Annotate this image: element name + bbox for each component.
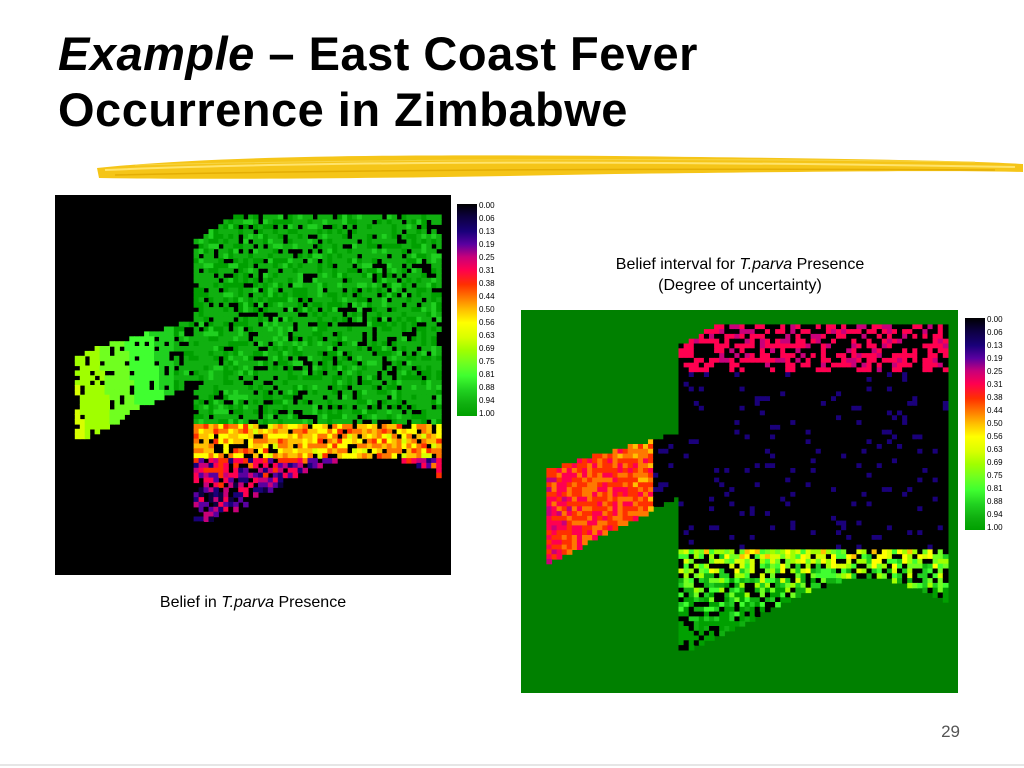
slide-title: Example – East Coast Fever Occurrence in… bbox=[58, 26, 958, 138]
caption1-post: Presence bbox=[274, 594, 347, 611]
legend-label: 0.25 bbox=[987, 367, 1003, 376]
title-italic: Example bbox=[58, 27, 255, 80]
title-line2: Occurrence in Zimbabwe bbox=[58, 83, 628, 136]
legend-label: 1.00 bbox=[479, 409, 495, 418]
legend-color-bar bbox=[965, 318, 985, 530]
uncertainty-map bbox=[521, 310, 958, 693]
legend-label: 0.69 bbox=[479, 344, 495, 353]
legend-label: 0.13 bbox=[479, 227, 495, 236]
legend-label: 0.88 bbox=[479, 383, 495, 392]
map-raster bbox=[74, 214, 442, 527]
legend-label: 0.19 bbox=[987, 354, 1003, 363]
belief-map bbox=[55, 195, 451, 575]
legend-label: 0.63 bbox=[479, 331, 495, 340]
legend-label: 0.13 bbox=[987, 341, 1003, 350]
title-underline bbox=[97, 155, 1023, 179]
legend-label: 0.38 bbox=[987, 393, 1003, 402]
page-number: 29 bbox=[941, 722, 960, 741]
legend-label: 0.50 bbox=[987, 419, 1003, 428]
footer-divider bbox=[0, 764, 1024, 766]
legend-label: 0.81 bbox=[987, 484, 1003, 493]
caption1-pre: Belief in bbox=[159, 594, 222, 611]
caption2-line2: (Degree of uncertainty) bbox=[658, 277, 822, 294]
uncertainty-map-caption: Belief interval for T.parva Presence (De… bbox=[560, 254, 920, 296]
legend-label: 0.19 bbox=[479, 240, 495, 249]
map-raster bbox=[546, 324, 949, 651]
legend-label: 0.56 bbox=[479, 318, 495, 327]
legend-label: 0.25 bbox=[479, 253, 495, 262]
legend-label: 0.75 bbox=[987, 471, 1003, 480]
legend-label: 0.31 bbox=[987, 380, 1003, 389]
legend-label: 0.44 bbox=[479, 292, 495, 301]
legend-label: 0.94 bbox=[479, 396, 495, 405]
caption2-pre: Belief interval for bbox=[615, 256, 740, 273]
caption2-post: Presence bbox=[792, 256, 865, 273]
legend-label: 0.75 bbox=[479, 357, 495, 366]
legend-label: 0.88 bbox=[987, 497, 1003, 506]
legend-label: 0.38 bbox=[479, 279, 495, 288]
legend-label: 0.00 bbox=[987, 315, 1003, 324]
legend-label: 0.06 bbox=[479, 214, 495, 223]
legend-label: 0.50 bbox=[479, 305, 495, 314]
legend-label: 0.94 bbox=[987, 510, 1003, 519]
legend-label: 1.00 bbox=[987, 523, 1003, 532]
legend-label: 0.81 bbox=[479, 370, 495, 379]
legend-label: 0.69 bbox=[987, 458, 1003, 467]
caption2-italic: T.parva bbox=[739, 256, 793, 273]
caption1-italic: T.parva bbox=[221, 594, 275, 611]
title-line1-rest: – East Coast Fever bbox=[254, 27, 698, 80]
legend-label: 0.56 bbox=[987, 432, 1003, 441]
legend-label: 0.06 bbox=[987, 328, 1003, 337]
legend-color-bar bbox=[457, 204, 477, 416]
legend-label: 0.31 bbox=[479, 266, 495, 275]
legend-label: 0.63 bbox=[987, 445, 1003, 454]
belief-map-caption: Belief in T.parva Presence bbox=[100, 592, 406, 613]
legend-label: 0.44 bbox=[987, 406, 1003, 415]
legend-label: 0.00 bbox=[479, 201, 495, 210]
